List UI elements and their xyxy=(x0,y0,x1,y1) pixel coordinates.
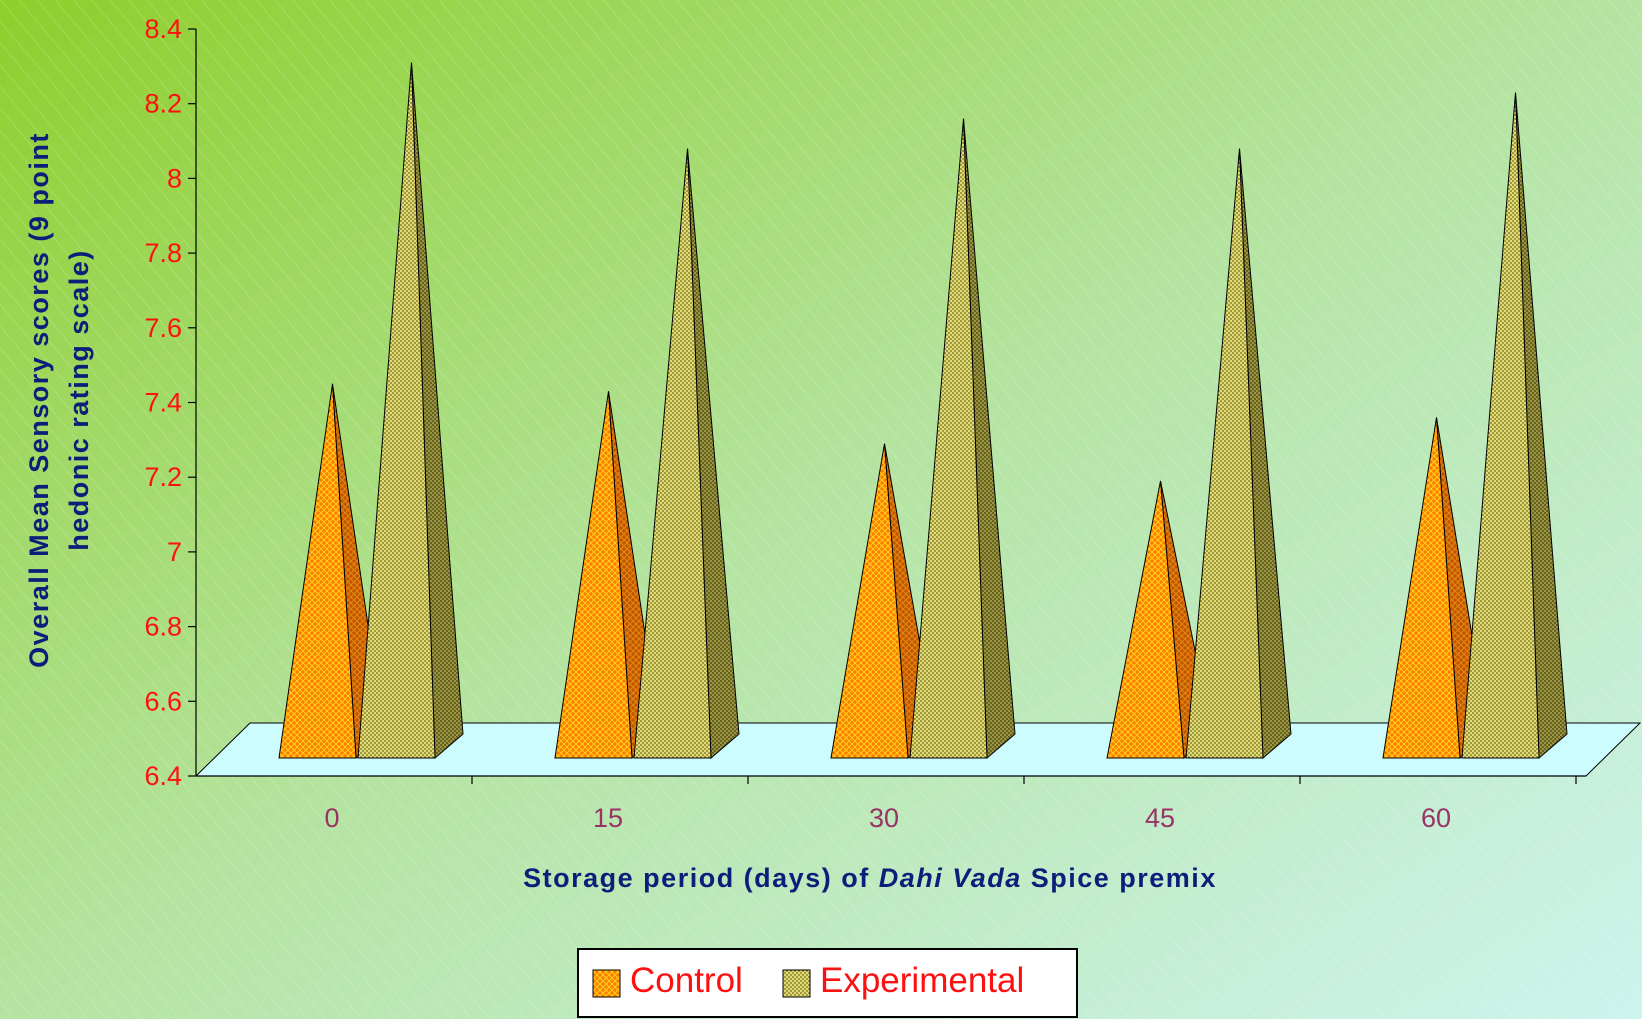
legend-swatch-experimental xyxy=(782,969,811,998)
pyramid-front-face xyxy=(830,443,909,759)
x-tick-label: 60 xyxy=(1421,803,1451,833)
y-axis-title-line2: hedonic rating scale) xyxy=(64,249,94,551)
chart-axes: 6.4 6.6 6.8 7 7.2 7.4 7.6 7.8 8 8.2 8.4 0 15 30 45 60 xyxy=(144,14,1586,833)
pyramid-front-face xyxy=(357,62,436,759)
legend-label-control: Control xyxy=(630,961,743,1000)
legend-swatch-control xyxy=(592,969,621,998)
pyramid-bar-experimental-60 xyxy=(1461,92,1568,760)
pyramid-bar-experimental-45 xyxy=(1185,148,1292,760)
x-axis-title-post: Spice premix xyxy=(1022,863,1217,893)
svg-text:Storage period (days) of Dahi: Storage period (days) of Dahi Vada Spice… xyxy=(523,863,1217,893)
pyramid-front-face xyxy=(1185,148,1264,759)
y-tick-label: 7.2 xyxy=(144,462,182,492)
pyramid-front-face xyxy=(1461,92,1540,759)
y-tick-label: 7.6 xyxy=(144,313,182,343)
y-tick-label: 7.4 xyxy=(144,388,182,418)
pyramid-front-face xyxy=(278,383,357,759)
y-tick-label: 7 xyxy=(167,537,182,567)
pyramid-front-face xyxy=(1106,480,1185,759)
pyramid-front-face xyxy=(909,118,988,759)
pyramid-bar-experimental-0 xyxy=(357,62,464,760)
pyramid-bar-experimental-15 xyxy=(633,148,740,760)
x-axis-title-pre: Storage period (days) of xyxy=(523,863,879,893)
legend: Control Experimental xyxy=(577,948,1078,1018)
x-tick-label: 45 xyxy=(1145,803,1175,833)
x-tick-label: 30 xyxy=(869,803,899,833)
y-axis-title: Overall Mean Sensory scores (9 point hed… xyxy=(24,132,94,668)
y-tick-label: 6.6 xyxy=(144,686,182,716)
y-tick-label: 7.8 xyxy=(144,238,182,268)
y-tick-label: 8.2 xyxy=(144,89,182,119)
x-axis-title: Storage period (days) of Dahi Vada Spice… xyxy=(523,863,1217,893)
y-tick-label: 8.4 xyxy=(144,14,182,44)
y-tick-label: 8 xyxy=(167,163,182,193)
pyramid-front-face xyxy=(554,391,633,759)
x-tick-label: 15 xyxy=(593,803,623,833)
pyramid-front-face xyxy=(633,148,712,759)
y-tick-label: 6.8 xyxy=(144,612,182,642)
y-tick-label: 6.4 xyxy=(144,761,182,791)
legend-label-experimental: Experimental xyxy=(820,961,1024,1000)
x-tick-label: 0 xyxy=(324,803,339,833)
legend-box xyxy=(577,948,1078,1018)
y-axis-title-line1: Overall Mean Sensory scores (9 point xyxy=(24,132,54,668)
pyramid-bar-experimental-30 xyxy=(909,118,1016,760)
x-axis-title-italic: Dahi Vada xyxy=(879,863,1022,893)
pyramid-front-face xyxy=(1382,417,1461,759)
chart-bars xyxy=(278,62,1568,760)
